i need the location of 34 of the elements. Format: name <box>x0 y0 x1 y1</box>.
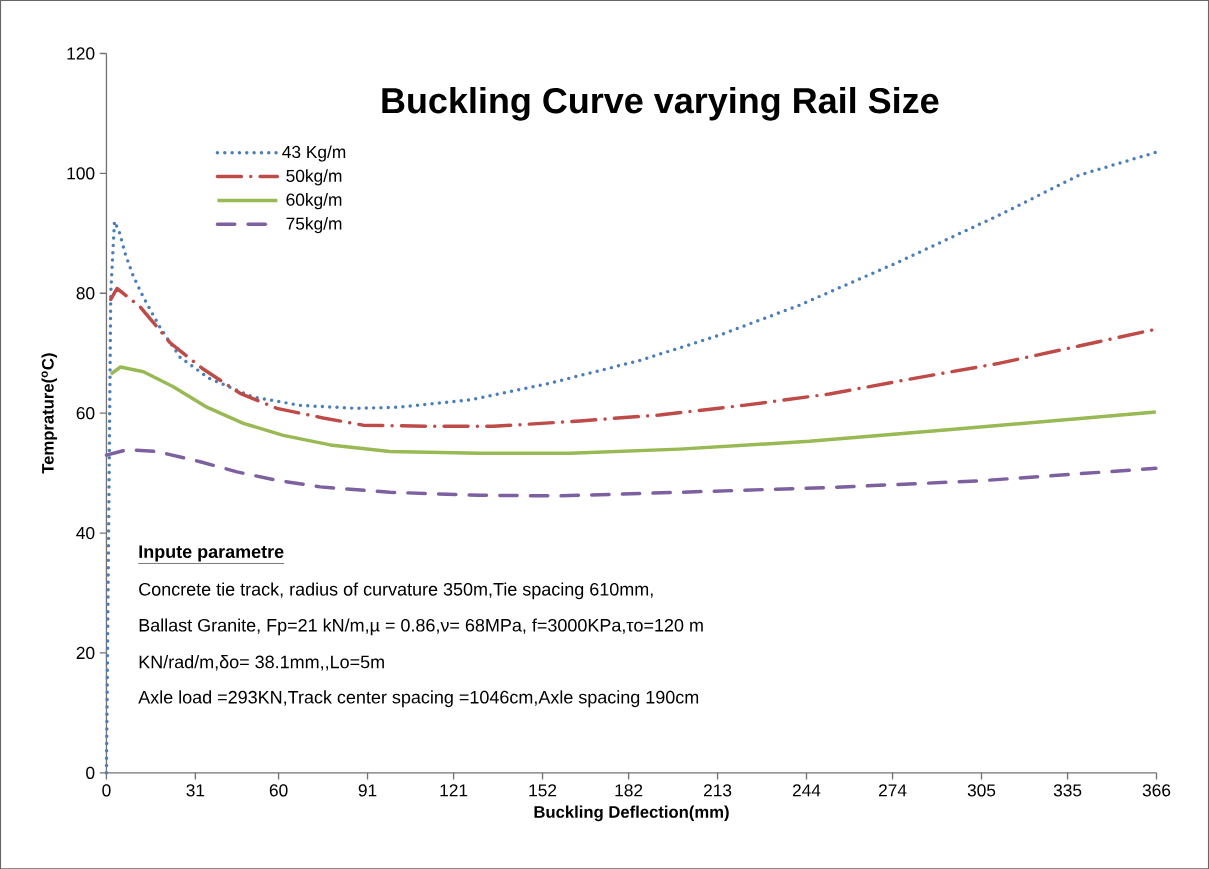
text: Buckling Curve varying Rail Size <box>382 86 939 121</box>
x-axis-title: Buckling Deflection(mm) <box>534 805 729 822</box>
y-axis-title: Temprature($^{o}$C) <box>41 353 58 474</box>
y-tick-label: 20 <box>76 646 95 659</box>
x-tick-label: 60 <box>269 784 288 797</box>
y-tick-label: 60 <box>76 406 95 420</box>
x-tick-label: 152 <box>529 784 557 797</box>
annotation: Concrete tie track, radius of curvature 350m,Tie spacing 610mm, <box>139 582 653 600</box>
x-tick-label: 305 <box>967 784 996 797</box>
x-tick-label: 91 <box>358 784 377 797</box>
legend-label: 60kg/m <box>286 192 342 210</box>
annotation: Axle load =293KN,Track center spacing =1046cm,Axle spacing 190cm <box>138 690 699 707</box>
y-tick-label: 80 <box>76 286 95 300</box>
y-tick-label: 100 <box>67 167 95 180</box>
y-tick-label: 0 <box>86 766 95 779</box>
annotation: Inpute parametre <box>139 545 284 562</box>
x-tick-label: 244 <box>792 784 821 797</box>
annotation: Ballast Granite, Fp=21 kN/m,µ = 0.86,ν= 68MPa, f=3000KPa,τo=120 m <box>139 618 703 636</box>
x-tick-label: 0 <box>102 784 111 797</box>
x-tick-label: 31 <box>186 784 205 797</box>
legend-label: 43 Kg/m <box>282 145 346 162</box>
annotation: KN/rad/m,δo= 38.1mm,,Lo=5m <box>139 654 384 671</box>
y-tick-label: 40 <box>76 526 95 540</box>
y-tick-label: 120 <box>67 47 95 60</box>
x-tick-label: 121 <box>440 784 468 797</box>
legend-label: 50kg/m <box>286 169 342 186</box>
x-tick-label: 274 <box>878 784 907 797</box>
x-tick-label: 182 <box>615 784 643 797</box>
line-series <box>104 447 1158 498</box>
line-series <box>109 365 1158 455</box>
x-tick-label: 335 <box>1053 784 1082 797</box>
x-tick-label: 366 <box>1142 784 1171 797</box>
x-tick-label: 213 <box>703 784 732 797</box>
legend-label: 75kg/m <box>286 216 342 233</box>
